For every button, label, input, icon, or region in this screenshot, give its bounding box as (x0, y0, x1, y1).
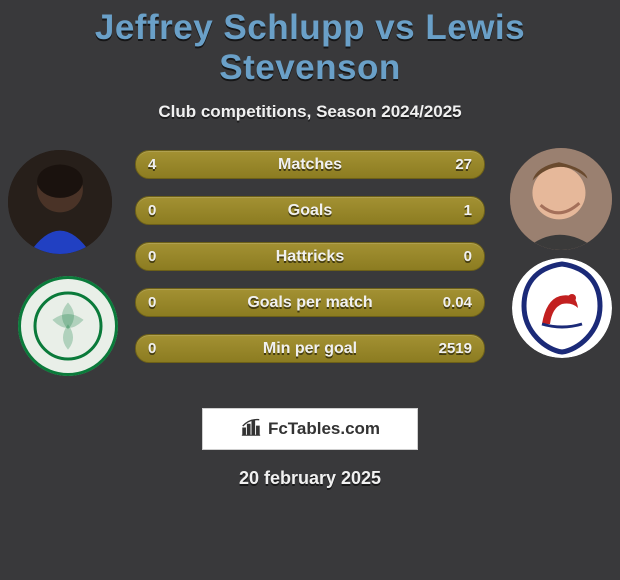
comparison-body: 4 Matches 27 0 Goals 1 0 Hattricks 0 0 G… (0, 150, 620, 400)
stat-row-matches: 4 Matches 27 (135, 150, 485, 179)
player1-name: Jeffrey Schlupp (95, 8, 365, 47)
subtitle: Club competitions, Season 2024/2025 (0, 102, 620, 122)
stat-label: Goals per match (136, 289, 484, 316)
player2-avatar (510, 148, 612, 250)
stat-row-hattricks: 0 Hattricks 0 (135, 242, 485, 271)
bar-chart-icon (240, 416, 262, 443)
player1-club-badge (18, 276, 118, 376)
player2-club-badge (512, 258, 612, 358)
player1-avatar (8, 150, 112, 254)
brand-text: FcTables.com (268, 419, 380, 439)
stat-right-value: 2519 (439, 335, 472, 362)
stat-right-value: 1 (464, 197, 472, 224)
stat-right-value: 27 (455, 151, 472, 178)
date-text: 20 february 2025 (0, 468, 620, 489)
stat-right-value: 0.04 (443, 289, 472, 316)
stat-row-gpm: 0 Goals per match 0.04 (135, 288, 485, 317)
stat-label: Goals (136, 197, 484, 224)
stat-row-goals: 0 Goals 1 (135, 196, 485, 225)
stat-rows: 4 Matches 27 0 Goals 1 0 Hattricks 0 0 G… (135, 150, 485, 380)
stat-right-value: 0 (464, 243, 472, 270)
stat-row-mpg: 0 Min per goal 2519 (135, 334, 485, 363)
brand-box[interactable]: FcTables.com (202, 408, 418, 450)
stat-label: Min per goal (136, 335, 484, 362)
vs-text: vs (375, 8, 415, 47)
comparison-title: Jeffrey Schlupp vs Lewis Stevenson (0, 0, 620, 88)
stat-label: Hattricks (136, 243, 484, 270)
stat-label: Matches (136, 151, 484, 178)
